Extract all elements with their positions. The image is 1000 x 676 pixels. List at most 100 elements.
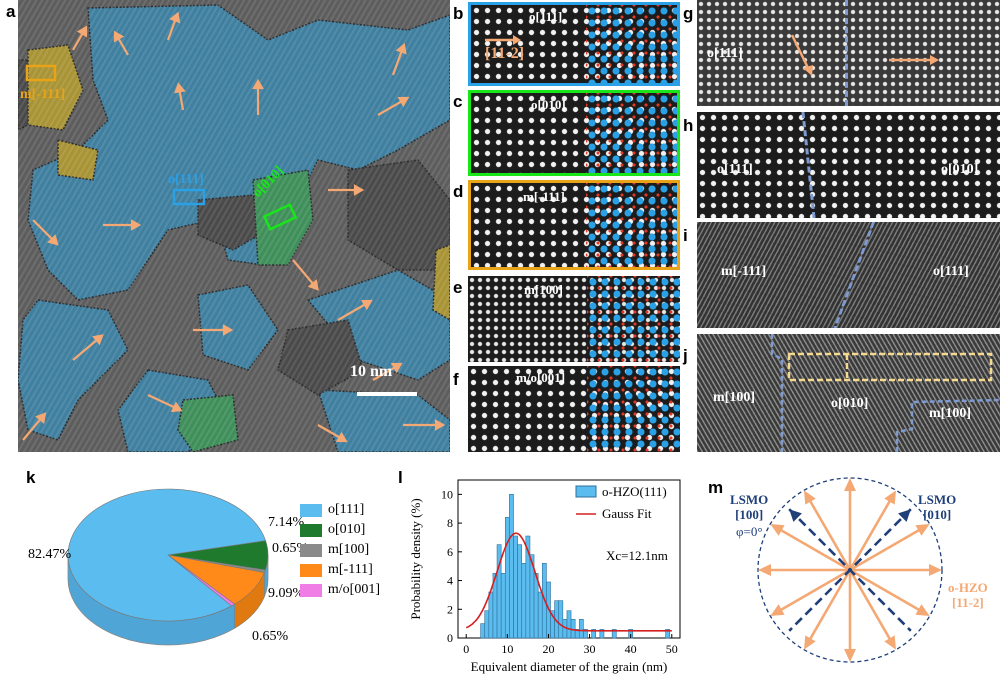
legend-swatch (300, 563, 322, 577)
grain-label-right: o[111] (933, 264, 969, 279)
legend-item: m/o[001] (300, 580, 380, 600)
direction-label: [11-2] (485, 45, 525, 62)
x-tick-label: 0 (463, 642, 469, 656)
highlight-box (787, 352, 993, 382)
lsmo100-label: LSMO [100] (730, 492, 769, 522)
y-tick-label: 2 (447, 602, 453, 616)
hrstem-panel-h: o[111] o[010] (697, 112, 1000, 218)
atom-overlay (586, 183, 677, 267)
atom-overlay (586, 366, 680, 452)
x-tick-label: 10 (501, 642, 513, 656)
hrstem-panel-i: m[-111] o[111] (697, 222, 1000, 328)
y-tick-label: 0 (447, 631, 453, 645)
panel-label-b: b (453, 4, 464, 23)
histogram-bar (484, 610, 490, 639)
legend-item: o[111] (300, 500, 380, 520)
legend-label: m/o[001] (327, 582, 380, 597)
arrow-head (929, 564, 942, 576)
lsmo-arrow-head (789, 509, 802, 522)
lsmo-arrow-head (898, 509, 911, 522)
panel-label-g: g (683, 4, 694, 23)
pie-side-m111 (234, 572, 265, 629)
hrstem-panel-j: m[100] o[010] m[100] (697, 334, 1000, 452)
roi-box-o010 (262, 203, 298, 231)
histogram-bar (513, 535, 518, 639)
hzo-orientation-arrow (774, 568, 851, 615)
arrow-head (915, 524, 930, 536)
zone-axis-label: m[100] (524, 282, 563, 297)
region-label-m111: m[-111] (20, 87, 66, 102)
x-axis-label: Equivalent diameter of the grain (nm) (471, 659, 668, 674)
panel-label-d: d (453, 182, 464, 201)
panel-label-i: i (683, 226, 688, 245)
y-tick-label: 6 (447, 545, 453, 559)
grain-label-left: o[111] (717, 162, 753, 177)
scalebar (357, 392, 417, 396)
y-tick-label: 4 (447, 574, 453, 588)
xc-annotation: Xc=12.1nm (606, 548, 668, 563)
y-tick-label: 8 (447, 516, 453, 530)
arrow-head (770, 524, 785, 536)
legend-item: m[-111] (300, 560, 380, 580)
histogram-bar (570, 619, 576, 639)
legend-label: m[100] (328, 542, 370, 557)
zone-axis-label: m/o[001] (516, 370, 566, 385)
hrstem-panel-c: o[010] (468, 90, 680, 176)
histogram-bar (665, 629, 671, 639)
grain-label-middle: o[010] (831, 396, 869, 411)
y-tick-label: 10 (441, 487, 453, 501)
grain-label-left: m[-111] (721, 264, 767, 279)
panel-label-c: c (453, 92, 463, 111)
grain-label-left: m[100] (713, 390, 755, 405)
hzo-orientation-arrow (805, 494, 852, 571)
hzo-orientation-arrow (805, 569, 852, 646)
histogram-bar (591, 629, 597, 639)
zone-axis-label: o[010] (531, 97, 566, 112)
legend-swatch (300, 543, 322, 557)
grain-boundary-line (801, 112, 816, 218)
grain-boundary-line (845, 0, 848, 106)
panel-a-micrograph (18, 0, 450, 452)
hrstem-panel-e: m[100] (468, 276, 680, 362)
histogram-bar (480, 623, 486, 639)
panel-label-f: f (453, 370, 459, 389)
histogram-bar (500, 573, 506, 639)
legend-swatch (300, 583, 322, 597)
legend-label-fit: Gauss Fit (602, 506, 652, 521)
atom-overlay (586, 93, 677, 173)
grain-boundary-line (831, 222, 876, 328)
pie-label-o[010]: 7.14% (268, 515, 305, 530)
x-tick-label: 30 (584, 642, 596, 656)
grain-label-left: o[111] (707, 46, 743, 61)
hzo-orientation-arrow (849, 525, 926, 572)
histogram-bar (583, 629, 588, 639)
y-axis-label: Probability density (%) (408, 498, 423, 619)
ohzo-label: o-HZO [11-2] (948, 580, 988, 610)
orientation-arrow (113, 30, 129, 56)
panel-label-e: e (453, 278, 463, 297)
phi-label: φ=0° (736, 524, 763, 539)
arrow-head (915, 604, 930, 616)
zone-axis-label: o[111] (529, 9, 563, 24)
histogram-bar (599, 629, 605, 639)
arrow-head (844, 649, 856, 662)
pie-label-o[111]: 82.47% (28, 547, 72, 562)
legend-label-bars: o-HZO(111) (602, 484, 667, 499)
pie-legend: o[111] o[010] m[100] m[-111] m/o[001] (300, 500, 380, 600)
hrstem-panel-d: m[-111] (468, 180, 680, 270)
roi-box-o111 (172, 188, 206, 206)
panel-label-m: m (708, 478, 724, 497)
x-tick-label: 40 (625, 642, 637, 656)
arrow-head (804, 635, 816, 650)
roi-box-m111 (25, 64, 57, 82)
hrstem-panel-g: o[111] (697, 0, 1000, 106)
histogram-bar (558, 600, 564, 639)
pie-slice-o[111] (67, 488, 266, 622)
region-label-o111: o[111] (168, 172, 204, 187)
grain-boundaries (770, 334, 1000, 452)
histogram-bar (521, 563, 527, 639)
arrow-head (804, 490, 816, 505)
lsmo-010-axis (788, 508, 912, 632)
gauss-fit-line (465, 532, 672, 632)
legend-label: o[010] (328, 522, 366, 537)
